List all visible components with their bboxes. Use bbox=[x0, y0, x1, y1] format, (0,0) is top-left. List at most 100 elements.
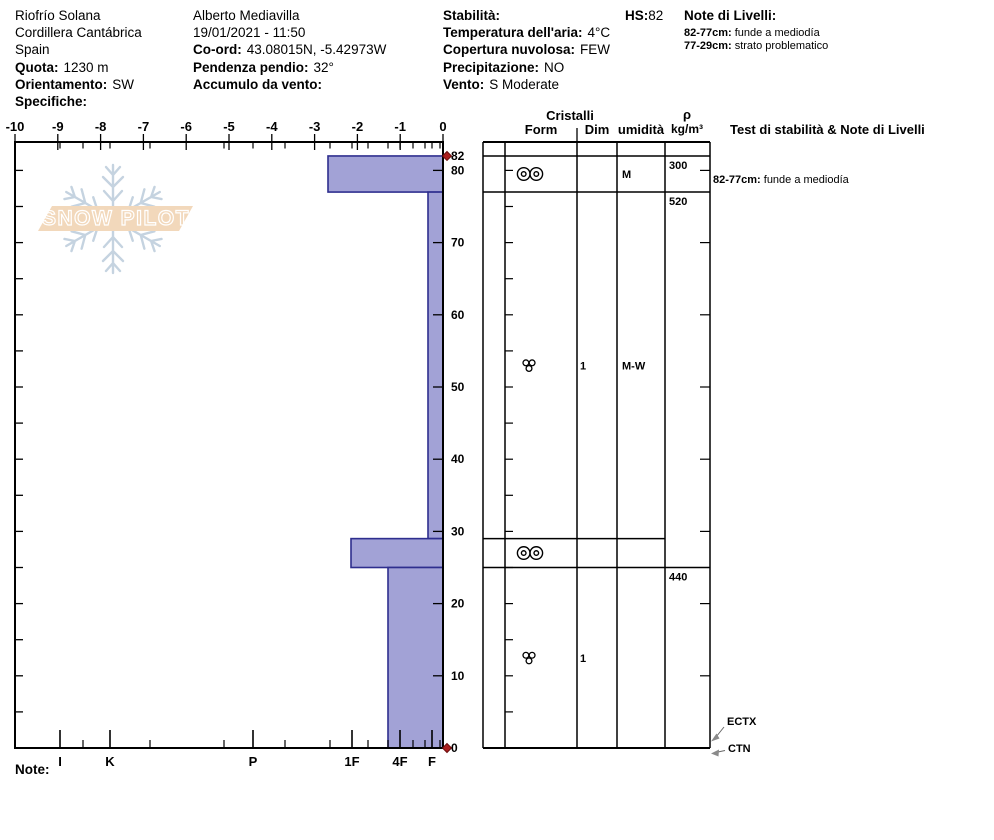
density-unit-header: kg/m³ bbox=[671, 122, 703, 136]
header-conditions-column: Stabilità: HS:82 Temperatura dell'aria: 4… bbox=[443, 7, 663, 93]
header-layer-notes-column: Note di Livelli: 82-77cm: funde a mediodí… bbox=[684, 7, 828, 53]
grain-circle bbox=[520, 550, 527, 557]
snowflake-arm bbox=[101, 209, 125, 275]
grain-circle bbox=[533, 550, 540, 557]
hardness-label: I bbox=[58, 754, 62, 769]
specifics-line: Specifiche: bbox=[15, 93, 142, 110]
layer-note-text: funde a mediodía bbox=[734, 27, 820, 40]
depth-label: 80 bbox=[451, 163, 465, 177]
temp-tick-label: -6 bbox=[180, 119, 192, 134]
stability-test-label: ECTX bbox=[727, 716, 757, 728]
stability-line: Stabilità: HS:82 bbox=[443, 7, 663, 24]
grain-circle bbox=[528, 651, 536, 659]
hardness-label: P bbox=[249, 754, 258, 769]
snowflake-arm bbox=[101, 163, 125, 229]
precipitation-line: Precipitazione: NO bbox=[443, 59, 610, 76]
depth-label: 30 bbox=[451, 524, 465, 538]
grain-circle bbox=[522, 359, 530, 367]
depth-label: 70 bbox=[451, 236, 465, 250]
density-value: 300 bbox=[669, 160, 687, 172]
stability-test-label: CTN bbox=[728, 743, 751, 755]
grain-dim-value: 1 bbox=[580, 653, 586, 665]
depth-label: 0 bbox=[451, 741, 458, 755]
site-name: Riofrío Solana bbox=[15, 8, 101, 23]
grain-circle bbox=[520, 171, 527, 178]
stability-test-arrowhead bbox=[711, 733, 720, 742]
layer-note-text: strato problematico bbox=[734, 40, 829, 53]
moisture-value: M-W bbox=[622, 360, 646, 372]
temp-tick-label: -1 bbox=[394, 119, 406, 134]
snow-height-line: HS:82 bbox=[625, 7, 663, 24]
grain-dim-value: 1 bbox=[580, 360, 586, 372]
elevation-value: 1230 m bbox=[63, 59, 109, 75]
tests-column-header: Test di stabilità & Note di Livelli bbox=[730, 122, 925, 137]
depth-label: 20 bbox=[451, 597, 465, 611]
coordinates-value: 43.08015N, -5.42973W bbox=[246, 42, 387, 58]
grain-circle bbox=[516, 546, 531, 561]
precipitation-value: NO bbox=[544, 59, 565, 75]
observer-name: Alberto Mediavilla bbox=[193, 8, 300, 23]
header-location-column: Riofrío Solana Cordillera Cantábrica Spa… bbox=[15, 7, 142, 110]
slope-angle-label: Pendenza pendio: bbox=[193, 59, 309, 75]
form-column-header: Form bbox=[525, 122, 558, 137]
aspect-line: Orientamento: SW bbox=[15, 76, 142, 93]
specifics-label: Specifiche: bbox=[15, 93, 88, 109]
snow-height-value: 82 bbox=[648, 8, 664, 23]
grain-circle bbox=[525, 657, 533, 665]
temp-tick-label: -9 bbox=[52, 119, 64, 134]
layer-note-line: 77-29cm: strato problematico bbox=[684, 40, 828, 53]
density-column-header: ρ bbox=[683, 107, 691, 122]
temp-tick-label: -10 bbox=[6, 119, 25, 134]
snow-layer-bar bbox=[350, 537, 444, 569]
hardness-label: 1F bbox=[344, 754, 359, 769]
air-temp-value: 4°C bbox=[587, 25, 611, 41]
dim-column-header: Dim bbox=[585, 122, 610, 137]
country: Spain bbox=[15, 42, 50, 58]
temp-tick-label: -7 bbox=[138, 119, 150, 134]
elevation-label: Quota: bbox=[15, 59, 59, 75]
sky-cover-line: Copertura nuvolosa: FEW bbox=[443, 41, 610, 58]
air-temp-line: Temperatura dell'aria: 4°C bbox=[443, 24, 610, 41]
precipitation-label: Precipitazione: bbox=[443, 59, 540, 75]
slope-angle-value: 32° bbox=[313, 59, 334, 75]
wind-value: S Moderate bbox=[489, 76, 560, 92]
grain-circle bbox=[529, 546, 544, 561]
aspect-value: SW bbox=[112, 76, 135, 92]
test-column-layer-note: 82-77cm: funde a mediodía bbox=[713, 174, 850, 186]
aspect-label: Orientamento: bbox=[15, 76, 108, 92]
density-value: 440 bbox=[669, 572, 687, 584]
stability-label: Stabilità: bbox=[443, 8, 501, 23]
depth-label: 60 bbox=[451, 308, 465, 322]
hardness-label: K bbox=[105, 754, 115, 769]
grain-form-crust-icon bbox=[516, 167, 544, 182]
layer-notes-list: 82-77cm: funde a mediodía 77-29cm: strato … bbox=[684, 27, 828, 53]
moisture-value: M bbox=[622, 169, 631, 181]
temperature-point-marker bbox=[441, 150, 453, 162]
layer-notes-title: Note di Livelli: bbox=[684, 8, 777, 23]
watermark: SNOW PILOT bbox=[38, 163, 193, 275]
layer-note-range: 82-77cm: bbox=[684, 27, 732, 40]
slope-angle-line: Pendenza pendio: 32° bbox=[193, 59, 386, 76]
grain-circle bbox=[525, 364, 533, 372]
wind-loading-label: Accumulo da vento: bbox=[193, 76, 323, 92]
snow-layer-bar bbox=[387, 566, 444, 749]
header-observer-column: Alberto Mediavilla 19/01/2021 - 11:50 Co… bbox=[193, 7, 386, 93]
watermark-text: SNOW PILOT bbox=[42, 207, 190, 230]
moisture-column-header: umidità bbox=[618, 122, 665, 137]
temp-tick-label: -2 bbox=[352, 119, 364, 134]
wind-loading-line: Accumulo da vento: bbox=[193, 76, 386, 93]
coordinates-label: Co-ord: bbox=[193, 42, 242, 58]
grain-circle bbox=[533, 171, 540, 178]
depth-label: 50 bbox=[451, 380, 465, 394]
grain-circle bbox=[522, 651, 530, 659]
grain-form-cluster-icon bbox=[522, 651, 536, 665]
crystals-header: Cristalli bbox=[546, 108, 594, 123]
snow-layer-bar bbox=[327, 155, 444, 193]
grain-form-cluster-icon bbox=[522, 359, 536, 372]
depth-label: 10 bbox=[451, 669, 465, 683]
grain-form-crust-icon bbox=[516, 546, 544, 561]
stability-test-arrowhead bbox=[711, 749, 719, 757]
density-value: 520 bbox=[669, 196, 687, 208]
watermark-banner bbox=[38, 206, 193, 231]
